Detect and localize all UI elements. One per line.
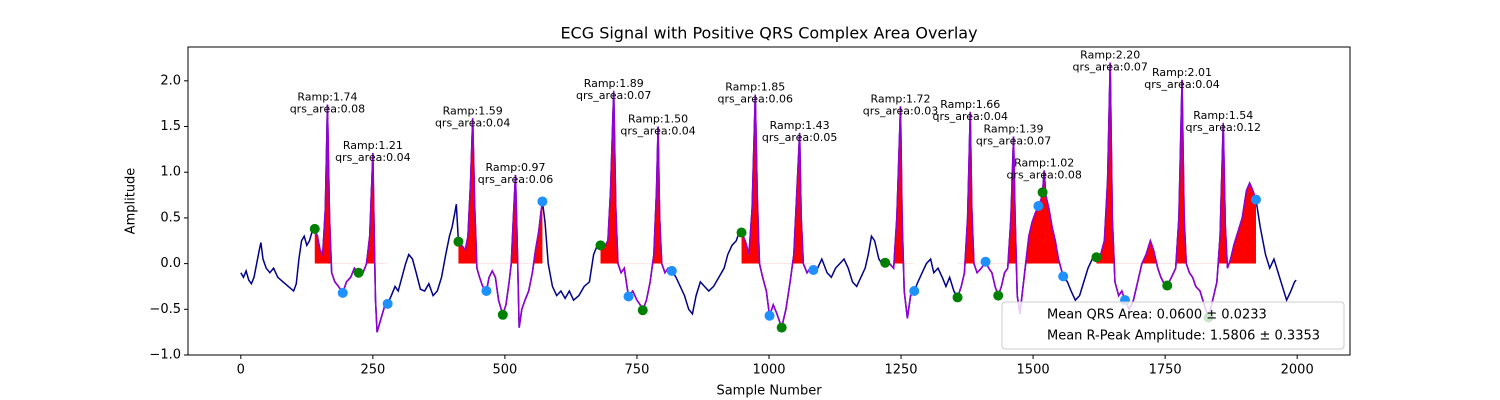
peak-annotation: Ramp:1.59 xyxy=(443,104,503,117)
onset-marker xyxy=(736,227,747,238)
peak-annotation: Ramp:1.54 xyxy=(1193,109,1253,122)
peak-annotation: Ramp:1.74 xyxy=(297,91,357,104)
legend-entry: Mean R-Peak Amplitude: 1.5806 ± 0.3353 xyxy=(1047,329,1320,344)
offset-marker xyxy=(980,256,991,267)
peak-annotation: qrs_area:0.04 xyxy=(435,116,510,129)
plot-frame xyxy=(187,46,1351,356)
onset-marker xyxy=(1037,187,1048,198)
y-tick-label: −0.5 xyxy=(149,302,181,317)
onset-marker xyxy=(1162,280,1173,291)
y-tick-label: 0.0 xyxy=(160,256,181,271)
offset-marker xyxy=(537,196,548,207)
qrs-area xyxy=(1096,62,1256,264)
offset-marker xyxy=(909,286,920,297)
onset-marker xyxy=(637,305,648,316)
onset-marker xyxy=(1091,252,1102,263)
onset-marker xyxy=(353,267,364,278)
qrs-line xyxy=(314,104,388,333)
offset-marker xyxy=(337,287,348,298)
chart-title: ECG Signal with Positive QRS Complex Are… xyxy=(560,24,977,43)
offset-marker xyxy=(382,298,393,309)
onset-marker xyxy=(453,236,464,247)
peak-annotation: Ramp:1.85 xyxy=(725,81,785,94)
offset-marker xyxy=(808,265,819,276)
peak-annotation: qrs_area:0.04 xyxy=(335,151,410,164)
offset-marker xyxy=(1033,201,1044,212)
peak-annotation: qrs_area:0.04 xyxy=(620,125,695,138)
qrs-area xyxy=(957,111,1064,264)
x-axis-label: Sample Number xyxy=(716,384,822,399)
qrs-area xyxy=(741,94,814,264)
y-tick-label: −1.0 xyxy=(149,348,181,363)
peak-annotation: qrs_area:0.08 xyxy=(290,103,365,116)
offset-marker xyxy=(1250,194,1261,205)
qrs-line xyxy=(1096,62,1257,321)
peak-annotation: qrs_area:0.06 xyxy=(718,93,793,106)
qrs-line xyxy=(956,111,1064,314)
qrs-area xyxy=(458,118,543,264)
peak-annotation: qrs_area:0.04 xyxy=(1144,78,1219,91)
peak-annotation: Ramp:2.20 xyxy=(1080,49,1140,62)
peak-annotation: qrs_area:0.07 xyxy=(576,89,651,102)
y-tick-label: 1.0 xyxy=(160,165,181,180)
x-tick-label: 2000 xyxy=(1281,363,1314,378)
offset-marker xyxy=(666,265,677,276)
peak-annotation: Ramp:1.89 xyxy=(584,77,644,90)
qrs-line xyxy=(600,90,673,313)
x-tick-label: 500 xyxy=(492,363,517,378)
onset-marker xyxy=(952,292,963,303)
peak-annotation: Ramp:1.66 xyxy=(940,98,1000,111)
y-tick-label: 0.5 xyxy=(160,210,181,225)
peak-annotation: Ramp:2.01 xyxy=(1152,66,1212,79)
x-tick-label: 1500 xyxy=(1017,363,1050,378)
x-tick-label: 1000 xyxy=(752,363,785,378)
peak-annotation: Ramp:1.02 xyxy=(1014,156,1074,169)
x-tick-label: 250 xyxy=(360,363,385,378)
onset-marker xyxy=(880,257,891,268)
y-tick-label: 1.5 xyxy=(160,119,181,134)
peak-annotation: Ramp:1.21 xyxy=(343,139,403,152)
peak-annotation: Ramp:1.72 xyxy=(870,92,930,105)
onset-marker xyxy=(497,309,508,320)
y-tick-label: 2.0 xyxy=(160,73,181,88)
x-tick-label: 750 xyxy=(625,363,650,378)
offset-marker xyxy=(764,310,775,321)
onset-marker xyxy=(776,322,787,333)
peak-annotation: qrs_area:0.06 xyxy=(478,173,553,186)
legend-box xyxy=(1001,301,1345,350)
qrs-area xyxy=(885,106,915,264)
offset-marker xyxy=(1058,271,1069,282)
offset-marker xyxy=(623,291,634,302)
peak-annotation: qrs_area:0.07 xyxy=(976,135,1051,148)
peak-annotation: qrs_area:0.04 xyxy=(933,110,1008,123)
peak-annotation: Ramp:1.39 xyxy=(984,123,1044,136)
x-tick-label: 1250 xyxy=(884,363,917,378)
peak-annotation: qrs_area:0.05 xyxy=(762,131,837,144)
x-tick-label: 0 xyxy=(237,363,245,378)
peak-annotation: qrs_area:0.12 xyxy=(1186,121,1261,134)
peak-annotation: Ramp:1.50 xyxy=(628,113,688,126)
y-axis-label: Amplitude xyxy=(124,168,139,235)
onset-marker xyxy=(993,290,1004,301)
peak-annotation: Ramp:1.43 xyxy=(770,119,830,132)
peak-annotation: qrs_area:0.03 xyxy=(863,104,938,117)
onset-marker xyxy=(309,223,320,234)
peak-annotation: qrs_area:0.07 xyxy=(1072,61,1147,74)
onset-marker xyxy=(595,240,606,251)
peak-annotation: qrs_area:0.08 xyxy=(1006,168,1081,181)
peak-annotation: Ramp:0.97 xyxy=(485,161,545,174)
qrs-line xyxy=(740,94,814,331)
x-tick-label: 1750 xyxy=(1149,363,1182,378)
legend-entry: Mean QRS Area: 0.0600 ± 0.0233 xyxy=(1047,308,1267,323)
offset-marker xyxy=(481,286,492,297)
qrs-line xyxy=(885,106,915,319)
